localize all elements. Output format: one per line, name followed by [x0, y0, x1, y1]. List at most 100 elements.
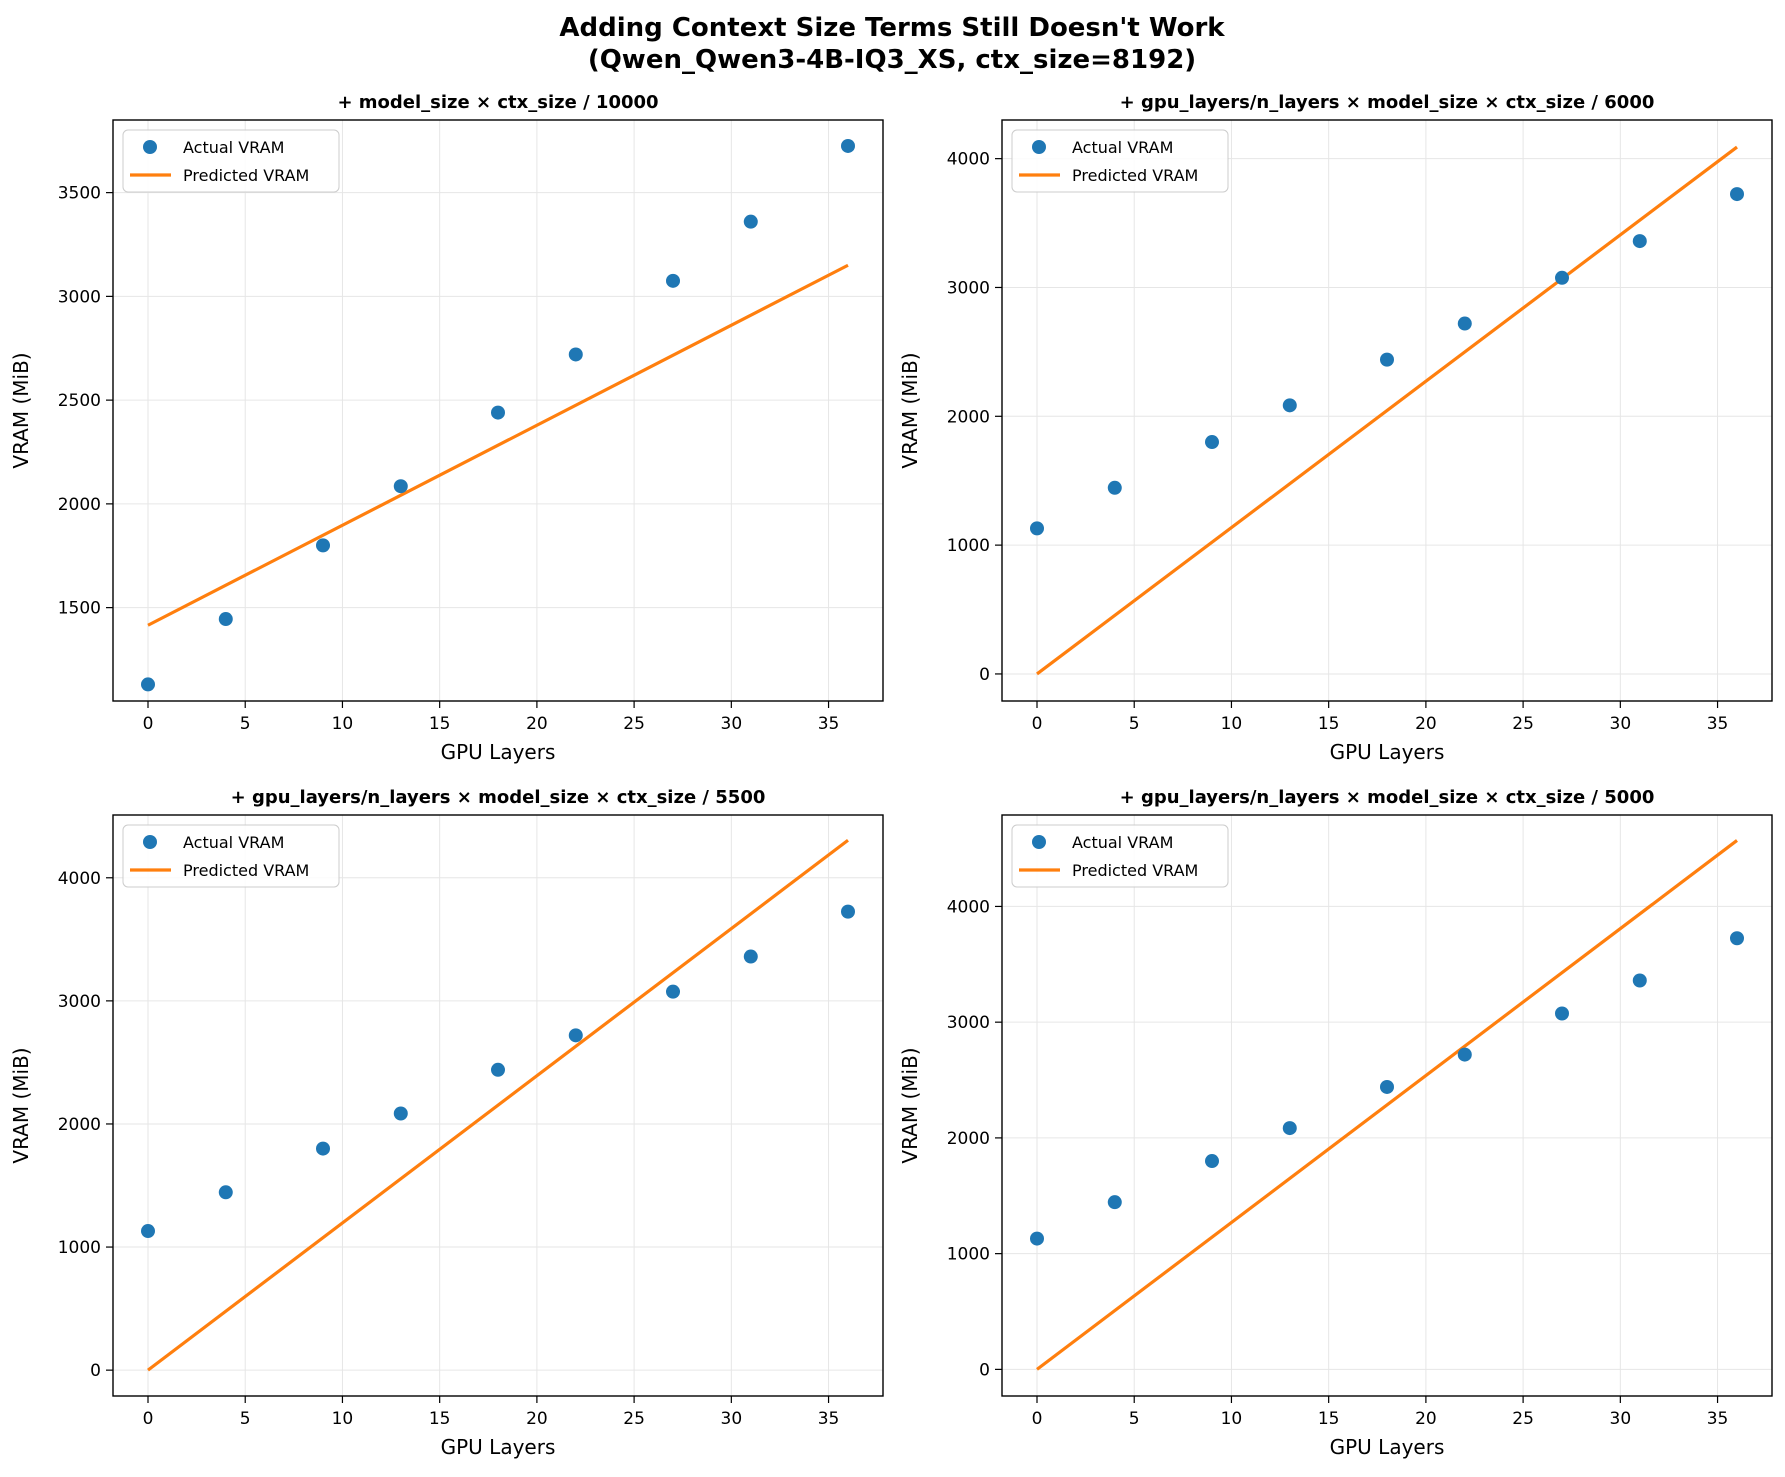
x-tick-label: 10	[332, 1409, 354, 1429]
actual-vram-point	[141, 677, 155, 692]
x-tick-label: 20	[1415, 1409, 1437, 1429]
legend: Actual VRAM Predicted VRAM	[122, 824, 340, 888]
x-tick-label: 25	[1512, 1409, 1534, 1429]
actual-vram-point	[1282, 1121, 1297, 1136]
figure-title-line1: Adding Context Size Terms Still Doesn't …	[559, 13, 1225, 43]
legend-actual-label: Actual VRAM	[1072, 138, 1173, 157]
x-tick-label: 15	[1318, 1409, 1340, 1429]
x-tick-label: 25	[1512, 714, 1534, 734]
x-tick-label: 35	[818, 1409, 840, 1429]
legend-predicted-label: Predicted VRAM	[1072, 861, 1198, 880]
actual-vram-point	[1205, 1154, 1219, 1169]
y-tick-label: 3000	[58, 992, 101, 1012]
x-tick-label: 15	[429, 714, 451, 734]
legend-actual-marker	[1032, 835, 1046, 849]
legend-box	[122, 824, 340, 888]
actual-vram-point	[1457, 316, 1472, 331]
y-axis-label: VRAM (MiB)	[898, 1047, 922, 1163]
x-tick-label: 20	[1415, 714, 1437, 734]
actual-vram-point	[1205, 435, 1219, 450]
y-tick-label: 4000	[947, 150, 990, 170]
actual-vram-point	[743, 949, 758, 964]
x-tick-label: 0	[1032, 714, 1043, 734]
subplot-3: 0 5 10 15 20 25 30 35 0 1000 2000 3000 4000 + gpu_lay…	[9, 787, 884, 1459]
x-tick-label: 30	[1610, 1409, 1632, 1429]
y-axis-label: VRAM (MiB)	[9, 1047, 33, 1163]
y-tick-label: 1500	[58, 599, 101, 619]
actual-vram-point	[1030, 1231, 1044, 1246]
actual-vram-point	[1555, 1006, 1569, 1021]
y-axis-label: VRAM (MiB)	[898, 352, 922, 468]
actual-vram-point	[393, 479, 408, 494]
actual-vram-point	[1730, 931, 1744, 946]
axes-frame	[1001, 119, 1773, 702]
legend-predicted-label: Predicted VRAM	[183, 166, 309, 185]
actual-vram-point	[568, 347, 583, 362]
x-axis-label: GPU Layers	[441, 1435, 556, 1459]
legend: Actual VRAM Predicted VRAM	[1011, 129, 1229, 193]
x-tick-label: 20	[526, 1409, 548, 1429]
x-axis-label: GPU Layers	[441, 740, 556, 764]
legend: Actual VRAM Predicted VRAM	[1011, 824, 1229, 888]
legend-predicted-label: Predicted VRAM	[1072, 166, 1198, 185]
x-tick-label: 35	[1707, 1409, 1729, 1429]
y-tick-label: 2500	[58, 391, 101, 411]
x-tick-label: 30	[721, 1409, 743, 1429]
actual-vram-point	[1030, 521, 1044, 536]
x-tick-label: 5	[1129, 1409, 1140, 1429]
legend-box	[1011, 824, 1229, 888]
y-tick-label: 0	[90, 1361, 101, 1381]
subplot-1: 0 5 10 15 20 25 30 35 1500 2000 2500 3000 3500 + mode…	[9, 92, 884, 764]
legend-actual-label: Actual VRAM	[1072, 833, 1173, 852]
actual-vram-point	[316, 538, 330, 553]
axes-frame	[112, 119, 884, 702]
actual-vram-point	[1632, 234, 1647, 249]
y-axis-label: VRAM (MiB)	[9, 352, 33, 468]
y-tick-label: 2000	[58, 495, 101, 515]
actual-vram-point	[1380, 1079, 1394, 1094]
x-tick-label: 5	[1129, 714, 1140, 734]
figure-title-line2: (Qwen_Qwen3-4B-IQ3_XS, ctx_size=8192)	[588, 45, 1196, 75]
x-tick-label: 5	[240, 714, 251, 734]
legend-actual-label: Actual VRAM	[183, 833, 284, 852]
x-axis-label: GPU Layers	[1330, 740, 1445, 764]
y-tick-label: 3000	[947, 1013, 990, 1033]
y-tick-label: 4000	[947, 897, 990, 917]
actual-vram-point	[393, 1106, 408, 1121]
y-tick-label: 2000	[947, 1129, 990, 1149]
y-tick-label: 1000	[947, 536, 990, 556]
legend-box	[122, 129, 340, 193]
actual-vram-point	[841, 904, 855, 919]
y-tick-label: 3500	[58, 184, 101, 204]
x-tick-label: 10	[332, 714, 354, 734]
actual-vram-point	[1282, 398, 1297, 413]
actual-vram-point	[1457, 1047, 1472, 1062]
x-tick-label: 35	[1707, 714, 1729, 734]
actual-vram-point	[491, 1062, 505, 1077]
y-tick-label: 0	[979, 1360, 990, 1380]
subplot-title: + gpu_layers/n_layers × model_size × ctx…	[1120, 787, 1655, 808]
actual-vram-point	[1107, 1195, 1122, 1210]
actual-vram-point	[218, 1185, 233, 1200]
actual-vram-point	[1555, 270, 1569, 285]
x-tick-label: 30	[721, 714, 743, 734]
actual-vram-point	[141, 1224, 155, 1239]
y-tick-label: 4000	[58, 869, 101, 889]
predicted-vram-line	[1036, 839, 1738, 1371]
legend-actual-marker	[143, 835, 157, 849]
x-tick-label: 35	[818, 714, 840, 734]
y-tick-label: 3000	[947, 278, 990, 298]
x-tick-label: 0	[1032, 1409, 1043, 1429]
y-tick-label: 2000	[58, 1115, 101, 1135]
x-tick-label: 10	[1221, 714, 1243, 734]
actual-vram-point	[666, 984, 680, 999]
axes-frame	[112, 814, 884, 1397]
plot-area	[1030, 145, 1744, 676]
subplot-4: 0 5 10 15 20 25 30 35 0 1000 2000 3000 4000 + gpu_lay…	[898, 787, 1773, 1459]
legend-actual-label: Actual VRAM	[183, 138, 284, 157]
y-tick-label: 3000	[58, 287, 101, 307]
subplot-title: + model_size × ctx_size / 10000	[337, 92, 658, 113]
x-tick-label: 5	[240, 1409, 251, 1429]
legend-predicted-label: Predicted VRAM	[183, 861, 309, 880]
subplot-title: + gpu_layers/n_layers × model_size × ctx…	[231, 787, 766, 808]
